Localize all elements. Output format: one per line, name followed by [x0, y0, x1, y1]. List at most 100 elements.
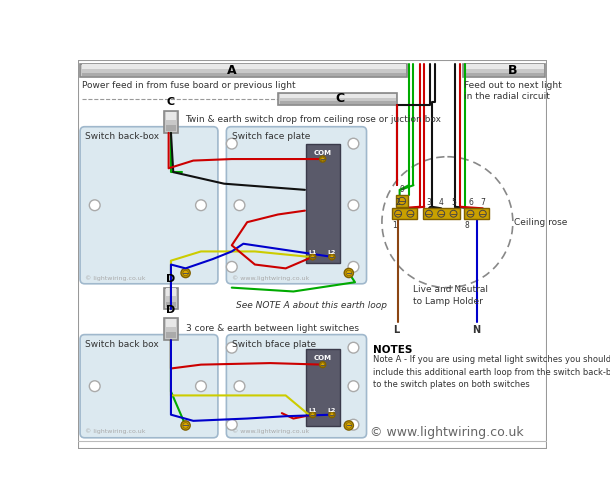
- Text: 2: 2: [396, 198, 401, 207]
- FancyBboxPatch shape: [226, 127, 367, 284]
- Text: D: D: [167, 304, 176, 314]
- Circle shape: [309, 412, 316, 418]
- Circle shape: [320, 361, 326, 368]
- Text: C: C: [167, 97, 175, 107]
- Circle shape: [348, 262, 359, 272]
- Text: COM: COM: [314, 355, 332, 361]
- Bar: [464, 208, 489, 219]
- Bar: [82, 65, 406, 69]
- FancyBboxPatch shape: [80, 127, 218, 284]
- Circle shape: [344, 268, 353, 278]
- Circle shape: [321, 157, 325, 161]
- Circle shape: [226, 342, 237, 353]
- Text: C: C: [335, 92, 344, 105]
- Text: Switch back-box: Switch back-box: [85, 132, 160, 141]
- Circle shape: [89, 381, 100, 392]
- Circle shape: [438, 210, 445, 217]
- Bar: [423, 208, 460, 219]
- Text: 7: 7: [480, 198, 485, 207]
- Bar: [164, 319, 178, 340]
- Circle shape: [407, 210, 414, 217]
- Circle shape: [348, 419, 359, 430]
- Circle shape: [226, 419, 237, 430]
- Bar: [80, 64, 407, 78]
- Bar: [165, 288, 176, 296]
- Bar: [463, 64, 545, 78]
- Bar: [164, 288, 178, 309]
- Circle shape: [309, 254, 316, 260]
- Circle shape: [183, 423, 188, 428]
- Circle shape: [450, 210, 457, 217]
- Text: B: B: [508, 64, 517, 77]
- Bar: [279, 94, 396, 98]
- Circle shape: [310, 255, 315, 259]
- Text: See NOTE A about this earth loop: See NOTE A about this earth loop: [235, 301, 387, 310]
- Bar: [165, 112, 176, 119]
- Circle shape: [234, 381, 245, 392]
- Circle shape: [181, 421, 190, 430]
- Text: 1: 1: [392, 221, 396, 230]
- Circle shape: [89, 200, 100, 211]
- Bar: [278, 93, 397, 105]
- Circle shape: [321, 363, 325, 366]
- Text: L: L: [393, 326, 399, 335]
- Text: Switch bface plate: Switch bface plate: [232, 340, 316, 349]
- Text: Note A - If you are using metal light switches you should
include this additiona: Note A - If you are using metal light sw…: [373, 355, 610, 390]
- Text: © www.lightwiring.co.uk: © www.lightwiring.co.uk: [232, 276, 309, 281]
- Circle shape: [183, 270, 188, 276]
- Bar: [306, 144, 340, 263]
- Bar: [165, 333, 176, 338]
- Text: L2: L2: [328, 250, 336, 256]
- Text: © lightwiring.co.uk: © lightwiring.co.uk: [85, 428, 146, 433]
- Bar: [396, 195, 408, 207]
- Circle shape: [346, 270, 351, 276]
- Text: Power feed in from fuse board or previous light: Power feed in from fuse board or previou…: [82, 81, 295, 90]
- FancyBboxPatch shape: [80, 335, 218, 438]
- Bar: [464, 73, 544, 76]
- FancyBboxPatch shape: [226, 335, 367, 438]
- Text: Switch face plate: Switch face plate: [232, 132, 310, 141]
- Circle shape: [310, 413, 315, 416]
- Bar: [164, 111, 178, 133]
- Text: A: A: [227, 64, 237, 77]
- Circle shape: [234, 200, 245, 211]
- Bar: [165, 301, 176, 307]
- Circle shape: [226, 262, 237, 272]
- Circle shape: [425, 210, 432, 217]
- Circle shape: [395, 210, 401, 217]
- Text: 9: 9: [400, 184, 404, 194]
- Circle shape: [346, 423, 351, 428]
- Text: Live and Neutral
to Lamp Holder: Live and Neutral to Lamp Holder: [413, 285, 488, 306]
- Circle shape: [196, 381, 206, 392]
- Bar: [82, 73, 406, 76]
- Bar: [306, 349, 340, 426]
- Bar: [279, 101, 396, 104]
- Circle shape: [344, 421, 353, 430]
- Text: N: N: [473, 326, 481, 335]
- Text: © www.lightwiring.co.uk: © www.lightwiring.co.uk: [232, 428, 309, 433]
- Text: COM: COM: [314, 150, 332, 156]
- Text: D: D: [167, 274, 176, 284]
- Text: 3 core & earth between light switches: 3 core & earth between light switches: [185, 324, 359, 333]
- Text: Switch back box: Switch back box: [85, 340, 159, 349]
- Circle shape: [330, 413, 334, 416]
- Circle shape: [329, 254, 335, 260]
- Text: Feed out to next light
in the radial circuit: Feed out to next light in the radial cir…: [464, 81, 562, 101]
- Text: L1: L1: [309, 250, 317, 256]
- Circle shape: [181, 268, 190, 278]
- Circle shape: [398, 197, 406, 205]
- Text: © www.lightwiring.co.uk: © www.lightwiring.co.uk: [370, 426, 524, 439]
- Circle shape: [196, 200, 206, 211]
- Text: 5: 5: [451, 198, 456, 207]
- Text: 3: 3: [426, 198, 431, 207]
- Circle shape: [348, 138, 359, 149]
- Bar: [165, 125, 176, 131]
- Text: 4: 4: [439, 198, 443, 207]
- Circle shape: [348, 342, 359, 353]
- Text: L2: L2: [328, 408, 336, 413]
- Circle shape: [479, 210, 486, 217]
- Text: 6: 6: [468, 198, 473, 207]
- Text: NOTES: NOTES: [373, 345, 412, 355]
- Text: L1: L1: [309, 408, 317, 413]
- Text: Ceiling rose: Ceiling rose: [514, 218, 568, 227]
